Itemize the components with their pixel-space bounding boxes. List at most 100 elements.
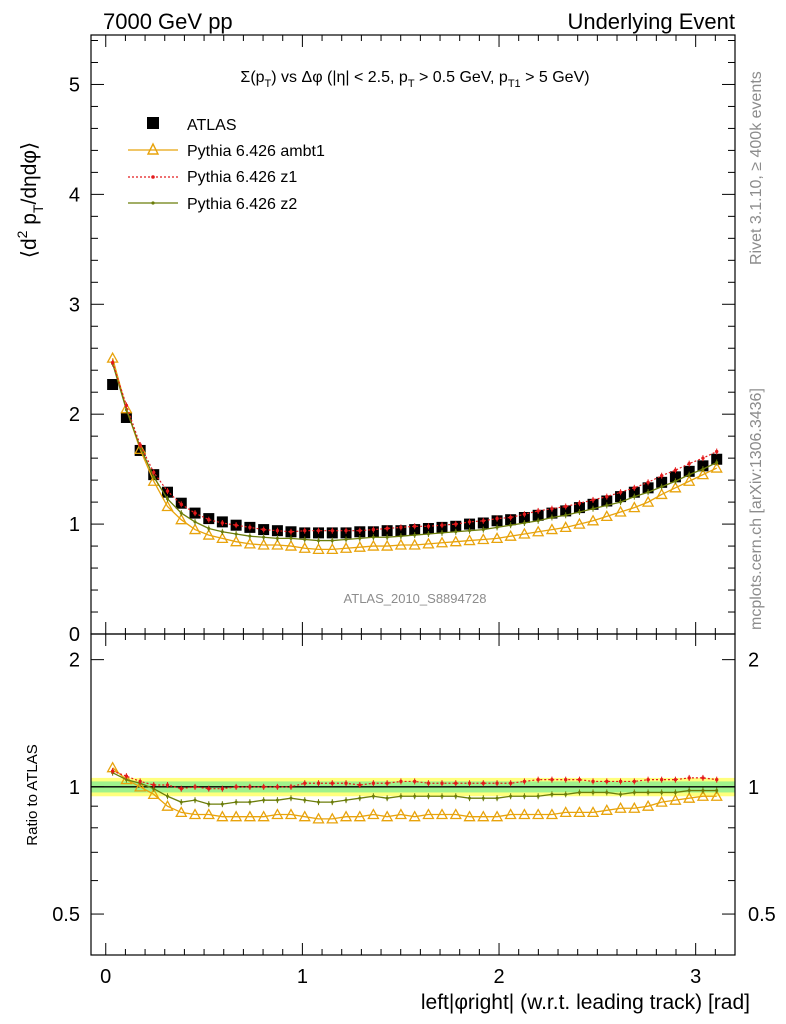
ambt1-point [394, 538, 408, 550]
z2-point [591, 507, 595, 511]
z1-point [248, 525, 252, 530]
ratio-y-tick-label: 2 [69, 650, 80, 672]
z2-point [317, 539, 321, 543]
ratio-ambt1-point [230, 810, 243, 822]
ratio-ambt1-point [449, 808, 462, 820]
z2-point [660, 485, 664, 489]
y-tick-label: 1 [69, 514, 80, 536]
ambt1-point [696, 468, 710, 480]
ratio-ambt1-point [545, 808, 559, 820]
ratio-z1-point [412, 779, 417, 784]
z1-point [550, 507, 554, 511]
ambt1-point [504, 529, 517, 541]
title-part-d: > 5 GeV) [521, 69, 590, 86]
ratio-ambt1-point [202, 808, 215, 820]
ambt1-point [683, 474, 696, 486]
ambt1-point [669, 481, 682, 493]
z1-point [508, 515, 513, 520]
ratio-z2-point [536, 794, 540, 798]
ratio-ambt1-point [353, 810, 366, 822]
ratio-ambt1-point [669, 793, 682, 805]
ratio-z2-point [193, 798, 197, 802]
ambt1-point [490, 532, 504, 544]
atlas-point [697, 460, 709, 472]
ambt1-point [422, 537, 435, 549]
ratio-z1-point [426, 781, 431, 785]
ratio-z2-point [591, 790, 595, 794]
ratio-z2-point [509, 794, 513, 798]
atlas-point [518, 511, 530, 523]
z2-point [289, 536, 293, 540]
ratio-z1-point [193, 785, 197, 789]
ratio-frame [90, 633, 736, 956]
ratio-z2-point [317, 800, 321, 804]
ratio-z1-point [275, 785, 280, 789]
ratio-z1-point [618, 779, 623, 784]
ratio-z1-point [248, 785, 252, 789]
x-tick-label: 2 [493, 966, 504, 988]
ratio-ambt1-point [641, 799, 655, 811]
z2-point [358, 536, 362, 540]
z2-point [522, 521, 526, 525]
z1-point [618, 490, 623, 494]
ratio-z2-point [124, 778, 128, 782]
z2-point [619, 500, 623, 504]
ratio-z2-point [605, 790, 609, 794]
ambt1-point [202, 528, 215, 540]
ratio-z1-point [701, 776, 705, 780]
ambt1-point [312, 543, 325, 555]
ratio-z2-point [632, 790, 636, 794]
analysis-watermark: ATLAS_2010_S8894728 [344, 591, 487, 606]
ambt1-point [243, 537, 256, 549]
atlas-point [546, 507, 558, 519]
ratio-z1-point [358, 783, 362, 787]
atlas-point [120, 411, 132, 423]
z2-point [715, 461, 719, 465]
z1-point [371, 527, 376, 532]
ratio-z1-point [399, 779, 403, 784]
ratio-z1-point [344, 781, 348, 785]
z2-point [207, 526, 211, 530]
ratio-z1-point [138, 779, 142, 784]
ambt1-point [435, 536, 449, 548]
ratio-z2-point [358, 796, 362, 800]
ambt1-point [628, 501, 641, 513]
ratio-z1-point [495, 781, 499, 785]
ratio-z1-point [508, 781, 513, 785]
ratio-z1-point [220, 786, 225, 791]
z2-point [262, 535, 266, 539]
z2-point [536, 519, 540, 523]
ambt1-point [381, 539, 394, 551]
ratio-ambt1-point [490, 810, 504, 822]
legend-label-atlas: ATLAS [187, 117, 237, 134]
ratio-ambt1-point [394, 808, 408, 820]
ratio-ambt1-point [683, 791, 696, 803]
ratio-z2-point [522, 794, 526, 798]
z2-point [303, 537, 307, 541]
ambt1-point [216, 532, 229, 544]
title-sub-b: T [408, 78, 415, 90]
z2-point [632, 495, 636, 499]
z2-point [165, 497, 169, 501]
ratio-ambt1-line [112, 767, 717, 820]
ratio-y-tick-label-right: 1 [748, 777, 759, 799]
z2-point [330, 539, 334, 543]
ambt1-point [353, 540, 366, 552]
ratio-z2-point [426, 794, 430, 798]
z1-point [467, 520, 472, 524]
ratio-z1-point [152, 783, 156, 787]
atlas-point [615, 491, 627, 503]
ratio-z2-point [660, 790, 664, 794]
ratio-z1-point [481, 781, 485, 785]
z1-point [563, 504, 568, 509]
z1-point [591, 498, 595, 502]
y-tick-label: 0 [69, 624, 80, 646]
title-sub-a: T [265, 78, 272, 90]
ambt1-point [326, 543, 339, 555]
ratio-z2-point [577, 790, 581, 794]
ratio-z2-point [673, 790, 677, 794]
z2-point [220, 530, 224, 534]
ambt1-point [545, 523, 559, 535]
ratio-ambt1-point [422, 808, 435, 820]
ratio-z1-point [165, 783, 170, 787]
